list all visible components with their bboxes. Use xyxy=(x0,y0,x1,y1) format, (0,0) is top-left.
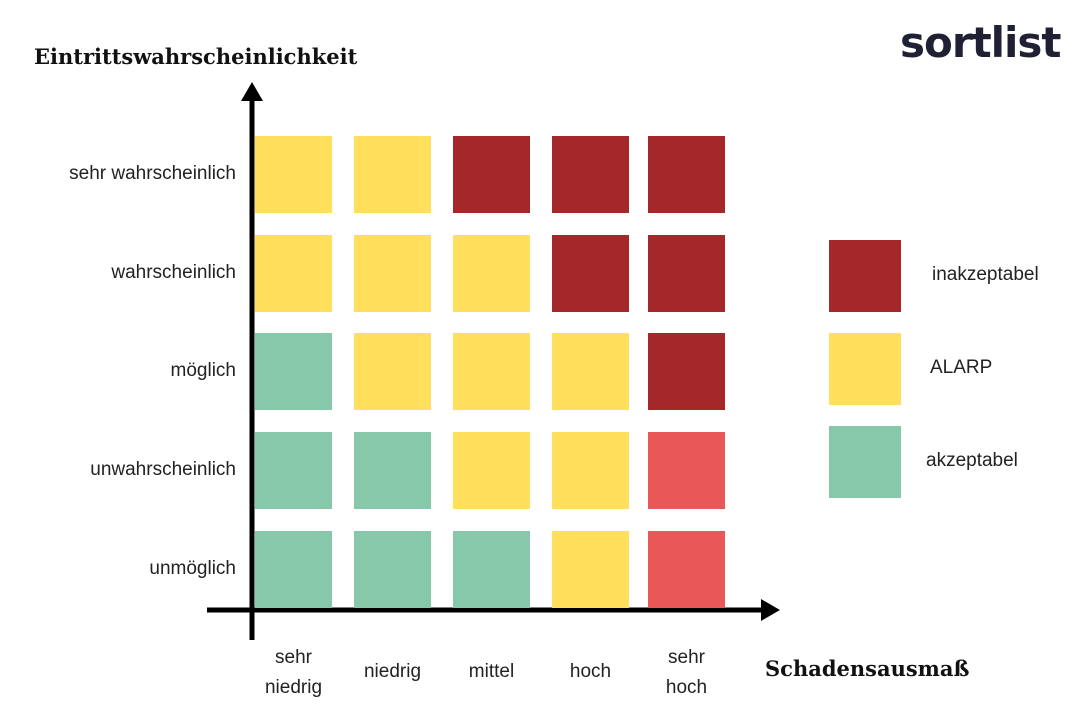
matrix-cell xyxy=(552,136,629,213)
matrix-cell xyxy=(453,531,530,608)
row-label: wahrscheinlich xyxy=(111,261,236,283)
column-label: mittel xyxy=(468,661,515,682)
row-label: möglich xyxy=(170,359,236,381)
matrix-cell xyxy=(453,333,530,410)
matrix-cell xyxy=(648,432,725,509)
matrix-cell xyxy=(648,136,725,213)
matrix-cell xyxy=(255,531,332,608)
legend-swatch-alarp xyxy=(829,333,901,405)
row-label: sehr wahrscheinlich xyxy=(69,162,236,184)
matrix-cell xyxy=(453,136,530,213)
matrix-cell xyxy=(552,333,629,410)
x-axis-title: Schadensausmaß xyxy=(765,656,970,681)
matrix-cell xyxy=(648,333,725,410)
matrix-cell xyxy=(648,235,725,312)
matrix-cell xyxy=(255,235,332,312)
legend-label-inakzeptabel: inakzeptabel xyxy=(932,264,1039,285)
column-label: niedrig xyxy=(363,661,422,682)
column-label: sehr hoch xyxy=(665,647,708,698)
matrix-cell xyxy=(354,432,431,509)
y-axis-arrowhead xyxy=(241,82,263,101)
matrix-cell xyxy=(354,531,431,608)
matrix-cell xyxy=(453,235,530,312)
matrix-cell xyxy=(648,531,725,608)
row-label: unwahrscheinlich xyxy=(90,458,236,480)
x-axis-arrowhead xyxy=(761,599,780,621)
sortlist-logo: sortlist xyxy=(900,18,1062,67)
legend-label-alarp: ALARP xyxy=(930,357,993,378)
matrix-cell xyxy=(354,136,431,213)
matrix-cell xyxy=(552,531,629,608)
matrix-cell xyxy=(453,432,530,509)
matrix-cell xyxy=(255,432,332,509)
column-label: hoch xyxy=(569,661,612,682)
matrix-cell xyxy=(255,333,332,410)
matrix-cell xyxy=(354,333,431,410)
column-label: sehr niedrig xyxy=(264,647,323,698)
legend-label-akzeptabel: akzeptabel xyxy=(926,450,1018,471)
legend-swatch-inakzeptabel xyxy=(829,240,901,312)
row-label: unmöglich xyxy=(149,557,236,579)
y-axis-title: Eintrittswahrscheinlichkeit xyxy=(34,44,358,69)
matrix-cell xyxy=(354,235,431,312)
matrix-cell xyxy=(552,235,629,312)
matrix-cell xyxy=(255,136,332,213)
matrix-cell xyxy=(552,432,629,509)
legend-swatch-akzeptabel xyxy=(829,426,901,498)
